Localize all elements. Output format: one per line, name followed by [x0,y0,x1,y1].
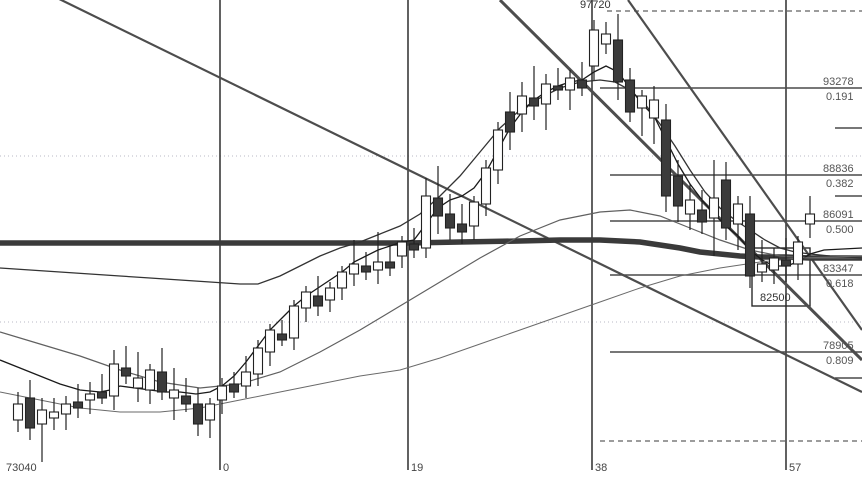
fib-ratio-0618: 0.618 [826,278,854,290]
swing-high-label: 97720 [580,0,611,11]
candlestick [792,236,804,280]
candlestick [648,86,660,144]
trendline-lower [58,0,862,393]
candlestick [36,398,48,462]
candlestick [144,364,156,404]
ma-baseline-curve [0,255,862,413]
candlestick [720,162,732,240]
candlestick [540,74,552,130]
candlestick [516,82,528,132]
fib-ratio-0191: 0.191 [826,91,854,103]
fib-price-0618: 83347 [823,263,854,275]
candlestick [180,378,192,412]
candlestick [780,238,792,282]
candlestick [324,282,336,312]
y-axis-min-label: 73040 [6,462,37,474]
candlestick [624,68,636,122]
candlestick [480,160,492,216]
candlestick [564,70,576,110]
ma-long-line [0,237,862,261]
fib-price-0500: 86091 [823,209,854,221]
candlestick [48,398,60,430]
candlestick [120,346,132,384]
candlestick [588,20,600,80]
candlestick [696,190,708,234]
candlestick [768,248,780,284]
fib-price-0809: 78905 [823,340,854,352]
swing-low-label: 82500 [760,292,791,304]
candlestick [360,252,372,280]
x-tick-0: 0 [223,462,230,474]
candlestick [420,178,432,258]
candlestick [528,66,540,120]
candlestick [408,228,420,258]
candlestick [60,396,72,430]
candlestick [192,388,204,436]
candlestick [264,324,276,366]
candlestick [300,286,312,322]
candlestick-series [12,14,816,462]
candlestick [708,160,720,256]
candlestick [756,240,768,282]
candlestick [804,196,816,238]
candlestick [732,196,744,250]
fibonacci-levels [600,87,862,379]
candlestick [672,160,684,222]
candlestick [456,204,468,244]
candlestick [108,350,120,410]
candlestick [12,392,24,432]
candlestick [240,356,252,398]
candlestick [96,374,108,404]
candlestick [24,380,36,440]
candlestick [252,340,264,386]
candlestick [492,122,504,184]
candlestick [72,384,84,418]
x-tick-38: 38 [595,462,608,474]
candlestick [552,68,564,100]
candlestick [168,368,180,420]
candlestick [504,92,516,150]
candlestick [84,382,96,414]
candlestick [468,196,480,240]
period-separators [219,0,787,470]
candlestick [204,398,216,438]
candlestick [312,276,324,316]
fib-price-0191: 93278 [823,76,854,88]
candlestick [156,348,168,400]
candlestick [348,240,360,286]
candlestick [396,236,408,268]
boundary-lines [600,10,862,442]
candlestick [636,90,648,136]
fib-ratio-0809: 0.809 [826,355,854,367]
candlestick [288,300,300,350]
candlestick [228,372,240,398]
candlestick [576,62,588,96]
fib-ratio-0500: 0.500 [826,224,854,236]
candlestick [744,196,756,288]
candlestick [660,104,672,212]
fib-ratio-0382: 0.382 [826,178,854,190]
candlestick [336,266,348,300]
candlestick [432,166,444,234]
candlestick [132,352,144,402]
x-tick-19: 19 [411,462,424,474]
candlestick [444,194,456,240]
candlestick [684,184,696,230]
candlestick [372,232,384,284]
candlestick [612,14,624,100]
fib-price-0382: 88836 [823,163,854,175]
candlestick [384,246,396,276]
candlestick [276,320,288,346]
trendline-mid [627,0,862,331]
candlestick [600,22,612,54]
candlestick [216,378,228,414]
x-tick-57: 57 [789,462,802,474]
